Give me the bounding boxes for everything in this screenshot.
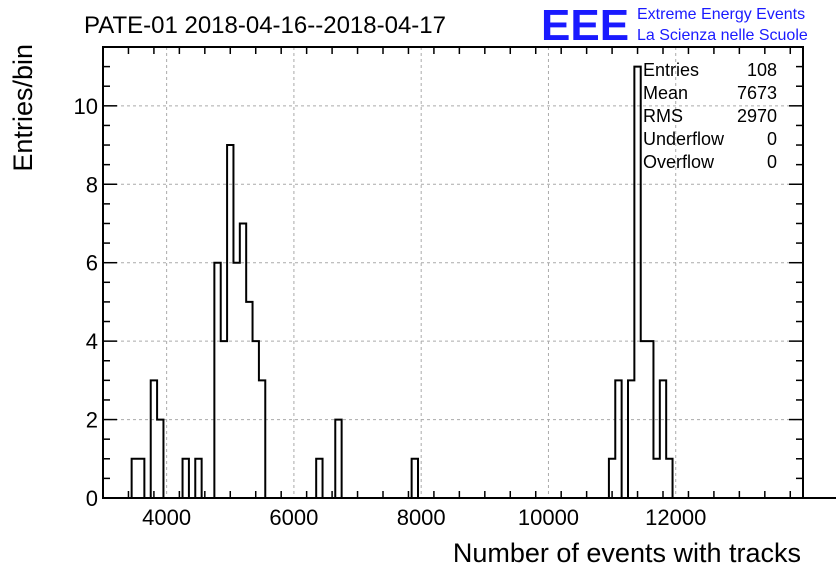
x-tick-label: 10000: [518, 505, 579, 530]
y-tick-label: 0: [86, 486, 98, 511]
y-tick-label: 8: [86, 172, 98, 197]
chart-title: PATE-01 2018-04-16--2018-04-17: [84, 12, 446, 39]
stat-mean-label: Mean: [643, 83, 688, 103]
stat-overflow-label: Overflow: [643, 152, 715, 172]
stat-entries-label: Entries: [643, 60, 699, 80]
y-tick-labels: 0 2 4 6 8 10: [74, 94, 98, 511]
plot-frame: [102, 46, 804, 499]
histogram-outline: [130, 65, 836, 499]
grid-lines: [103, 47, 803, 498]
y-axis-label: Entries/bin: [8, 44, 38, 172]
stat-mean-value: 7673: [737, 83, 777, 103]
stat-underflow-label: Underflow: [643, 129, 725, 149]
x-axis-label: Number of events with tracks: [453, 538, 801, 568]
stat-rms-label: RMS: [643, 106, 683, 126]
logo-line-2: La Scienza nelle Scuole: [637, 27, 808, 44]
eee-logo: EEE Extreme Energy Events La Scienza nel…: [541, 1, 808, 50]
logo-mark: EEE: [541, 1, 629, 50]
y-tick-label: 6: [86, 251, 98, 276]
stats-box: Entries 108 Mean 7673 RMS 2970 Underflow…: [643, 60, 777, 172]
logo-line-1: Extreme Energy Events: [637, 6, 805, 23]
stat-entries-value: 108: [747, 60, 777, 80]
axis-ticks: [102, 46, 803, 499]
x-tick-labels: 4000 6000 8000 10000 12000: [142, 505, 706, 530]
y-tick-label: 4: [86, 329, 98, 354]
x-tick-label: 12000: [645, 505, 706, 530]
stat-underflow-value: 0: [767, 129, 777, 149]
x-tick-label: 4000: [142, 505, 191, 530]
x-tick-label: 6000: [269, 505, 318, 530]
stat-rms-value: 2970: [737, 106, 777, 126]
stat-overflow-value: 0: [767, 152, 777, 172]
y-tick-label: 2: [86, 408, 98, 433]
x-tick-label: 8000: [397, 505, 446, 530]
y-tick-label: 10: [74, 94, 98, 119]
